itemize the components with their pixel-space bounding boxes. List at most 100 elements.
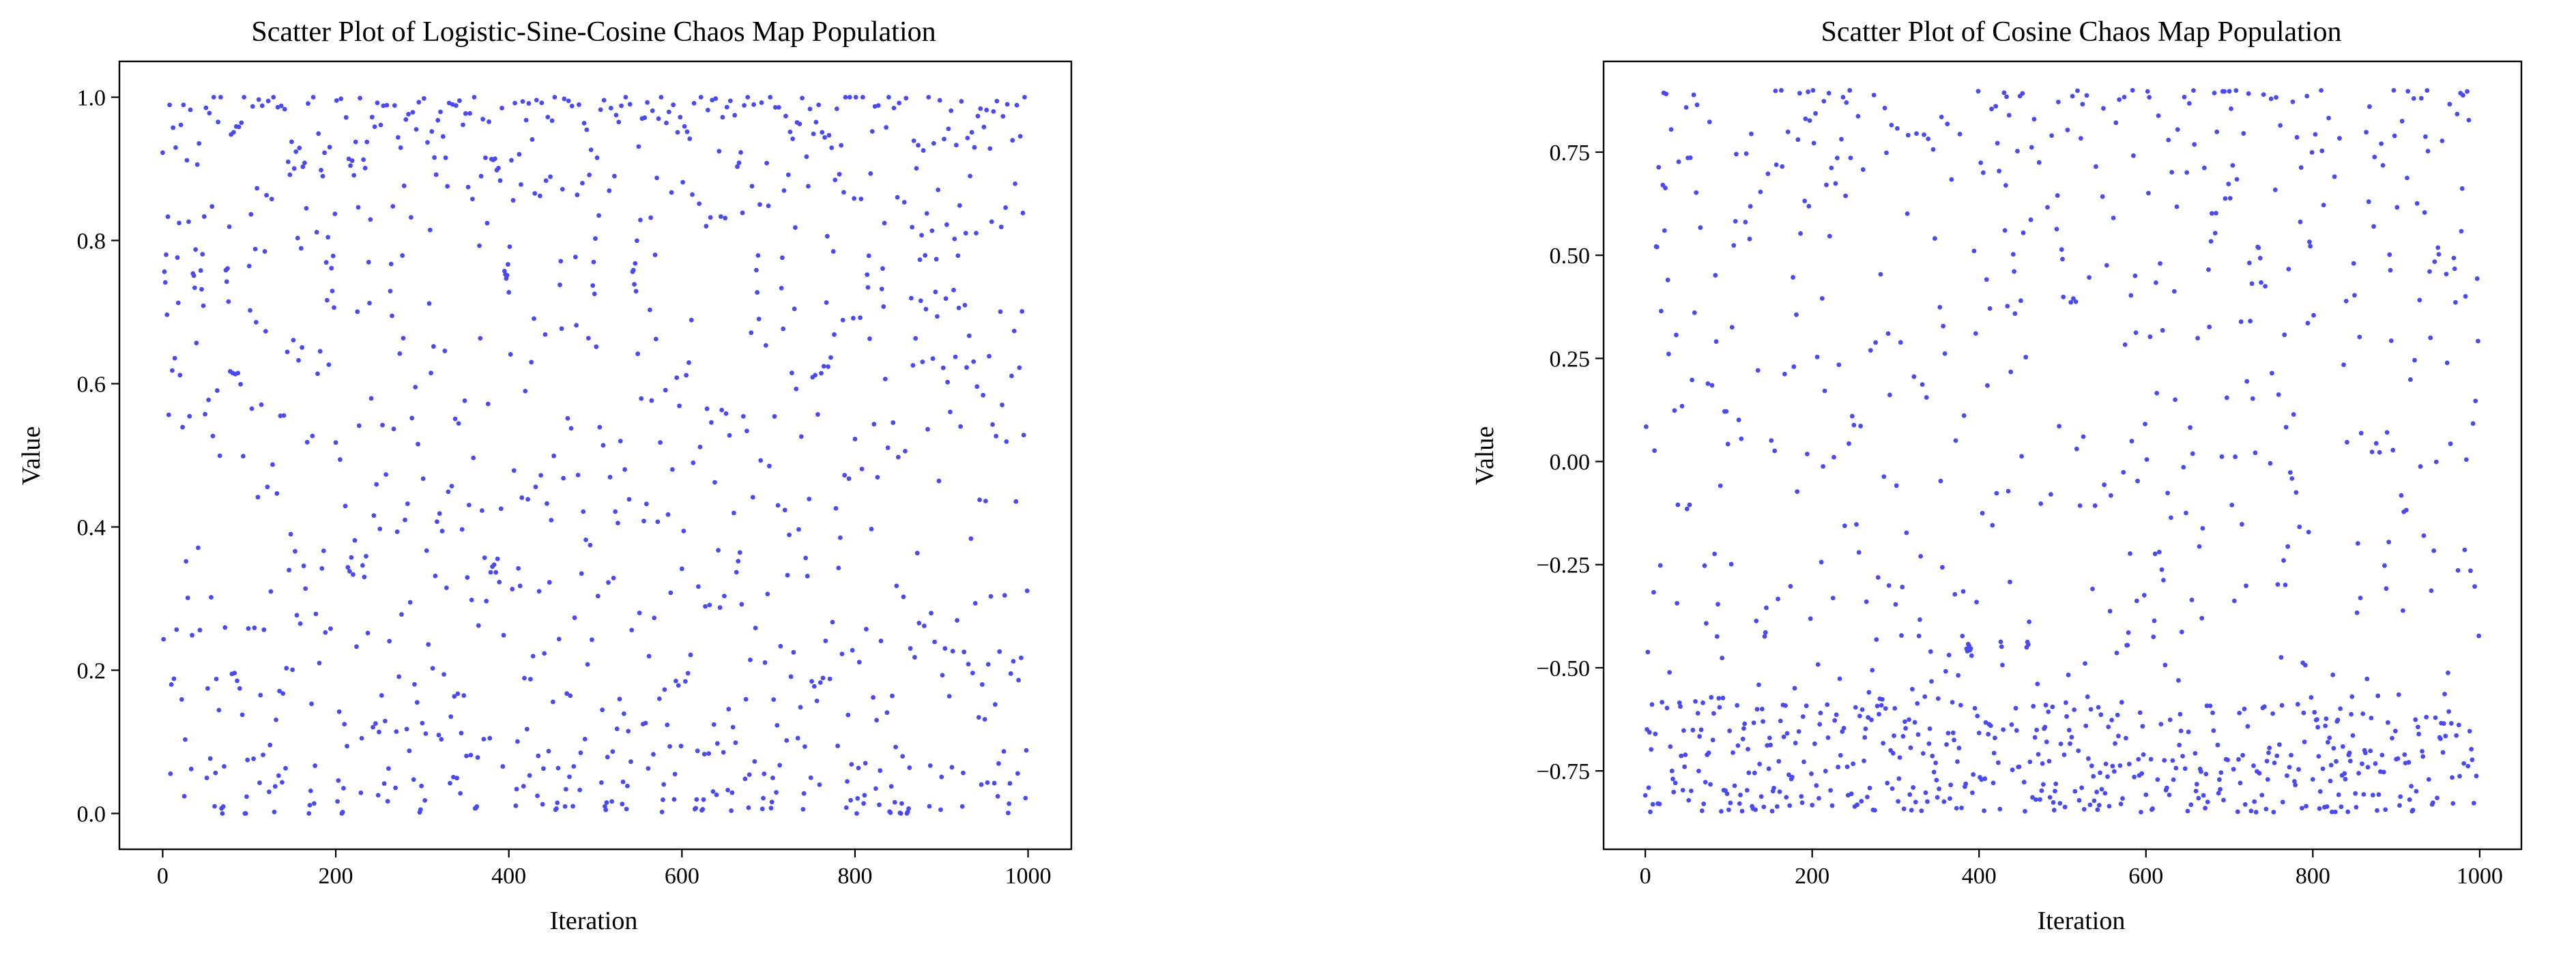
scatter-point (633, 261, 638, 266)
scatter-point (445, 183, 450, 189)
scatter-point (2294, 134, 2300, 140)
scatter-point (2417, 297, 2422, 303)
scatter-point (2174, 204, 2180, 209)
scatter-point (994, 433, 999, 439)
scatter-point (2450, 801, 2456, 806)
scatter-point (2328, 778, 2333, 784)
scatter-point (2229, 106, 2233, 111)
scatter-point (785, 572, 790, 578)
scatter-point (255, 186, 260, 191)
scatter-point (556, 636, 562, 642)
scatter-point (2141, 752, 2146, 757)
scatter-point (2124, 735, 2128, 741)
chart-title: Scatter Plot of Cosine Chaos Map Populat… (1821, 16, 2342, 48)
scatter-point (164, 312, 170, 317)
scatter-point (680, 179, 685, 185)
scatter-point (604, 800, 609, 805)
scatter-point (2102, 482, 2107, 488)
scatter-point (240, 712, 245, 718)
scatter-point (212, 804, 217, 809)
scatter-point (701, 752, 707, 756)
scatter-point (1821, 464, 1825, 469)
scatter-point (2462, 547, 2468, 553)
scatter-point (2444, 360, 2450, 366)
scatter-point (2239, 522, 2244, 527)
scatter-point (2193, 750, 2198, 756)
scatter-point (530, 653, 536, 659)
scatter-point (1713, 339, 1719, 344)
scatter-point (1007, 781, 1013, 786)
scatter-point (2390, 447, 2396, 453)
scatter-point (1679, 403, 1685, 409)
scatter-point (381, 103, 386, 108)
scatter-point (2422, 210, 2427, 215)
scatter-point (777, 763, 783, 768)
scatter-point (1837, 676, 1842, 681)
scatter-point (310, 95, 316, 100)
scatter-point (582, 737, 588, 741)
scatter-point (2216, 777, 2222, 782)
scatter-point (846, 476, 852, 482)
scatter-point (2214, 129, 2220, 134)
scatter-point (914, 550, 920, 556)
scatter-point (963, 231, 968, 236)
scatter-point (2212, 231, 2218, 236)
scatter-point (2129, 439, 2134, 444)
scatter-point (855, 796, 860, 801)
scatter-point (669, 467, 675, 472)
scatter-point (287, 172, 293, 177)
scatter-point (1909, 808, 1914, 813)
scatter-point (235, 678, 240, 684)
scatter-point (177, 220, 182, 226)
scatter-point (332, 305, 336, 310)
scatter-point (985, 780, 990, 785)
scatter-point (1961, 413, 1967, 418)
scatter-point (1688, 788, 1694, 793)
scatter-point (666, 109, 671, 115)
scatter-point (1690, 727, 1696, 733)
scatter-point (2384, 430, 2390, 435)
scatter-point (2343, 776, 2348, 782)
scatter-point (639, 396, 644, 401)
scatter-point (390, 313, 394, 319)
scatter-point (2472, 584, 2477, 589)
scatter-point (563, 787, 568, 792)
scatter-point (1712, 551, 1718, 557)
scatter-point (2062, 804, 2068, 810)
scatter-point (836, 565, 841, 571)
scatter-point (2355, 541, 2360, 546)
scatter-point (763, 342, 768, 348)
scatter-point (2109, 718, 2115, 722)
scatter-point (2091, 774, 2096, 779)
scatter-point (643, 720, 648, 726)
scatter-point (2234, 177, 2240, 182)
scatter-point (429, 370, 433, 376)
scatter-point (1971, 772, 1976, 777)
scatter-point (2448, 441, 2453, 446)
scatter-point (817, 782, 822, 787)
scatter-point (539, 100, 545, 106)
scatter-point (979, 782, 984, 787)
scatter-point (998, 309, 1003, 314)
scatter-point (1984, 277, 1989, 282)
scatter-point (209, 204, 215, 209)
scatter-point (1764, 605, 1769, 611)
scatter-point (497, 580, 502, 585)
scatter-point (1982, 808, 1986, 813)
scatter-point (2461, 93, 2465, 98)
scatter-point (461, 693, 467, 698)
scatter-point (807, 106, 813, 112)
scatter-point (925, 426, 930, 432)
scatter-point (320, 173, 325, 179)
scatter-point (2470, 757, 2475, 763)
scatter-point (569, 104, 575, 108)
scatter-point (500, 764, 506, 769)
scatter-point (1890, 786, 1895, 791)
scatter-point (2430, 800, 2435, 806)
scatter-point (996, 761, 1001, 766)
scatter-point (1945, 121, 1950, 127)
scatter-point (348, 163, 353, 168)
scatter-point (656, 116, 661, 121)
scatter-point (1727, 729, 1733, 733)
scatter-point (856, 660, 862, 665)
